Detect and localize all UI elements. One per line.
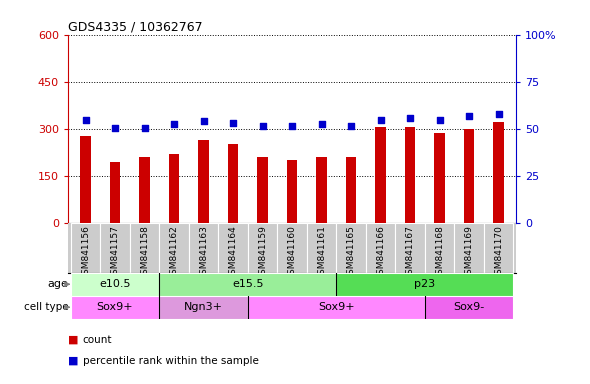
Text: GSM841156: GSM841156 [81, 225, 90, 280]
Bar [366, 223, 395, 273]
Text: cell type: cell type [24, 302, 68, 312]
Point [317, 121, 326, 127]
Bar [228, 144, 238, 223]
Text: GSM841168: GSM841168 [435, 225, 444, 280]
Text: GSM841167: GSM841167 [405, 225, 415, 280]
Text: p23: p23 [414, 279, 435, 289]
Text: ■: ■ [68, 356, 82, 366]
Point [405, 115, 415, 121]
Bar [130, 223, 159, 273]
Text: e10.5: e10.5 [99, 279, 131, 289]
Point [258, 123, 267, 129]
Bar [464, 129, 474, 223]
Bar [110, 162, 120, 223]
Bar [277, 223, 307, 273]
Bar [454, 223, 484, 273]
Bar [100, 223, 130, 273]
Bar [159, 273, 336, 296]
Point [199, 118, 208, 124]
Text: count: count [83, 335, 112, 345]
Point [169, 121, 179, 127]
Point [435, 117, 444, 123]
Bar [346, 157, 356, 223]
Bar [336, 273, 513, 296]
Bar [336, 223, 366, 273]
Text: GSM841158: GSM841158 [140, 225, 149, 280]
Point [110, 124, 120, 131]
Bar [139, 157, 150, 223]
Bar [159, 223, 189, 273]
Text: e15.5: e15.5 [232, 279, 264, 289]
Bar [159, 296, 248, 319]
Bar [493, 122, 504, 223]
Bar [375, 127, 386, 223]
Bar [71, 273, 159, 296]
Bar [198, 139, 209, 223]
Text: GSM841160: GSM841160 [287, 225, 297, 280]
Text: GSM841163: GSM841163 [199, 225, 208, 280]
Text: GSM841157: GSM841157 [110, 225, 120, 280]
Bar [425, 223, 454, 273]
Bar [287, 160, 297, 223]
Bar [484, 223, 513, 273]
Bar [218, 223, 248, 273]
Bar [80, 136, 91, 223]
Point [346, 123, 356, 129]
Text: GSM841164: GSM841164 [228, 225, 238, 280]
Text: Ngn3+: Ngn3+ [184, 302, 223, 312]
Point [464, 113, 474, 119]
Point [228, 120, 238, 126]
Text: ■: ■ [68, 335, 82, 345]
Bar [434, 133, 445, 223]
Text: age: age [48, 279, 68, 289]
Text: GSM841166: GSM841166 [376, 225, 385, 280]
Bar [189, 223, 218, 273]
Text: Sox9+: Sox9+ [318, 302, 355, 312]
Bar [248, 223, 277, 273]
Point [140, 124, 149, 131]
Text: GSM841161: GSM841161 [317, 225, 326, 280]
Text: Sox9-: Sox9- [454, 302, 484, 312]
Text: Sox9+: Sox9+ [97, 302, 133, 312]
Point [376, 117, 385, 123]
Text: GSM841159: GSM841159 [258, 225, 267, 280]
Point [81, 117, 90, 123]
Point [287, 123, 297, 129]
Bar [169, 154, 179, 223]
Bar [257, 157, 268, 223]
Text: GSM841170: GSM841170 [494, 225, 503, 280]
Bar [71, 223, 100, 273]
Text: percentile rank within the sample: percentile rank within the sample [83, 356, 258, 366]
Bar [248, 296, 425, 319]
Bar [71, 296, 159, 319]
Bar [425, 296, 513, 319]
Point [494, 111, 503, 117]
Bar [316, 157, 327, 223]
Text: GDS4335 / 10362767: GDS4335 / 10362767 [68, 20, 202, 33]
Bar [307, 223, 336, 273]
Bar [405, 127, 415, 223]
Text: GSM841165: GSM841165 [346, 225, 356, 280]
Text: GSM841162: GSM841162 [169, 225, 179, 280]
Bar [395, 223, 425, 273]
Text: GSM841169: GSM841169 [464, 225, 474, 280]
